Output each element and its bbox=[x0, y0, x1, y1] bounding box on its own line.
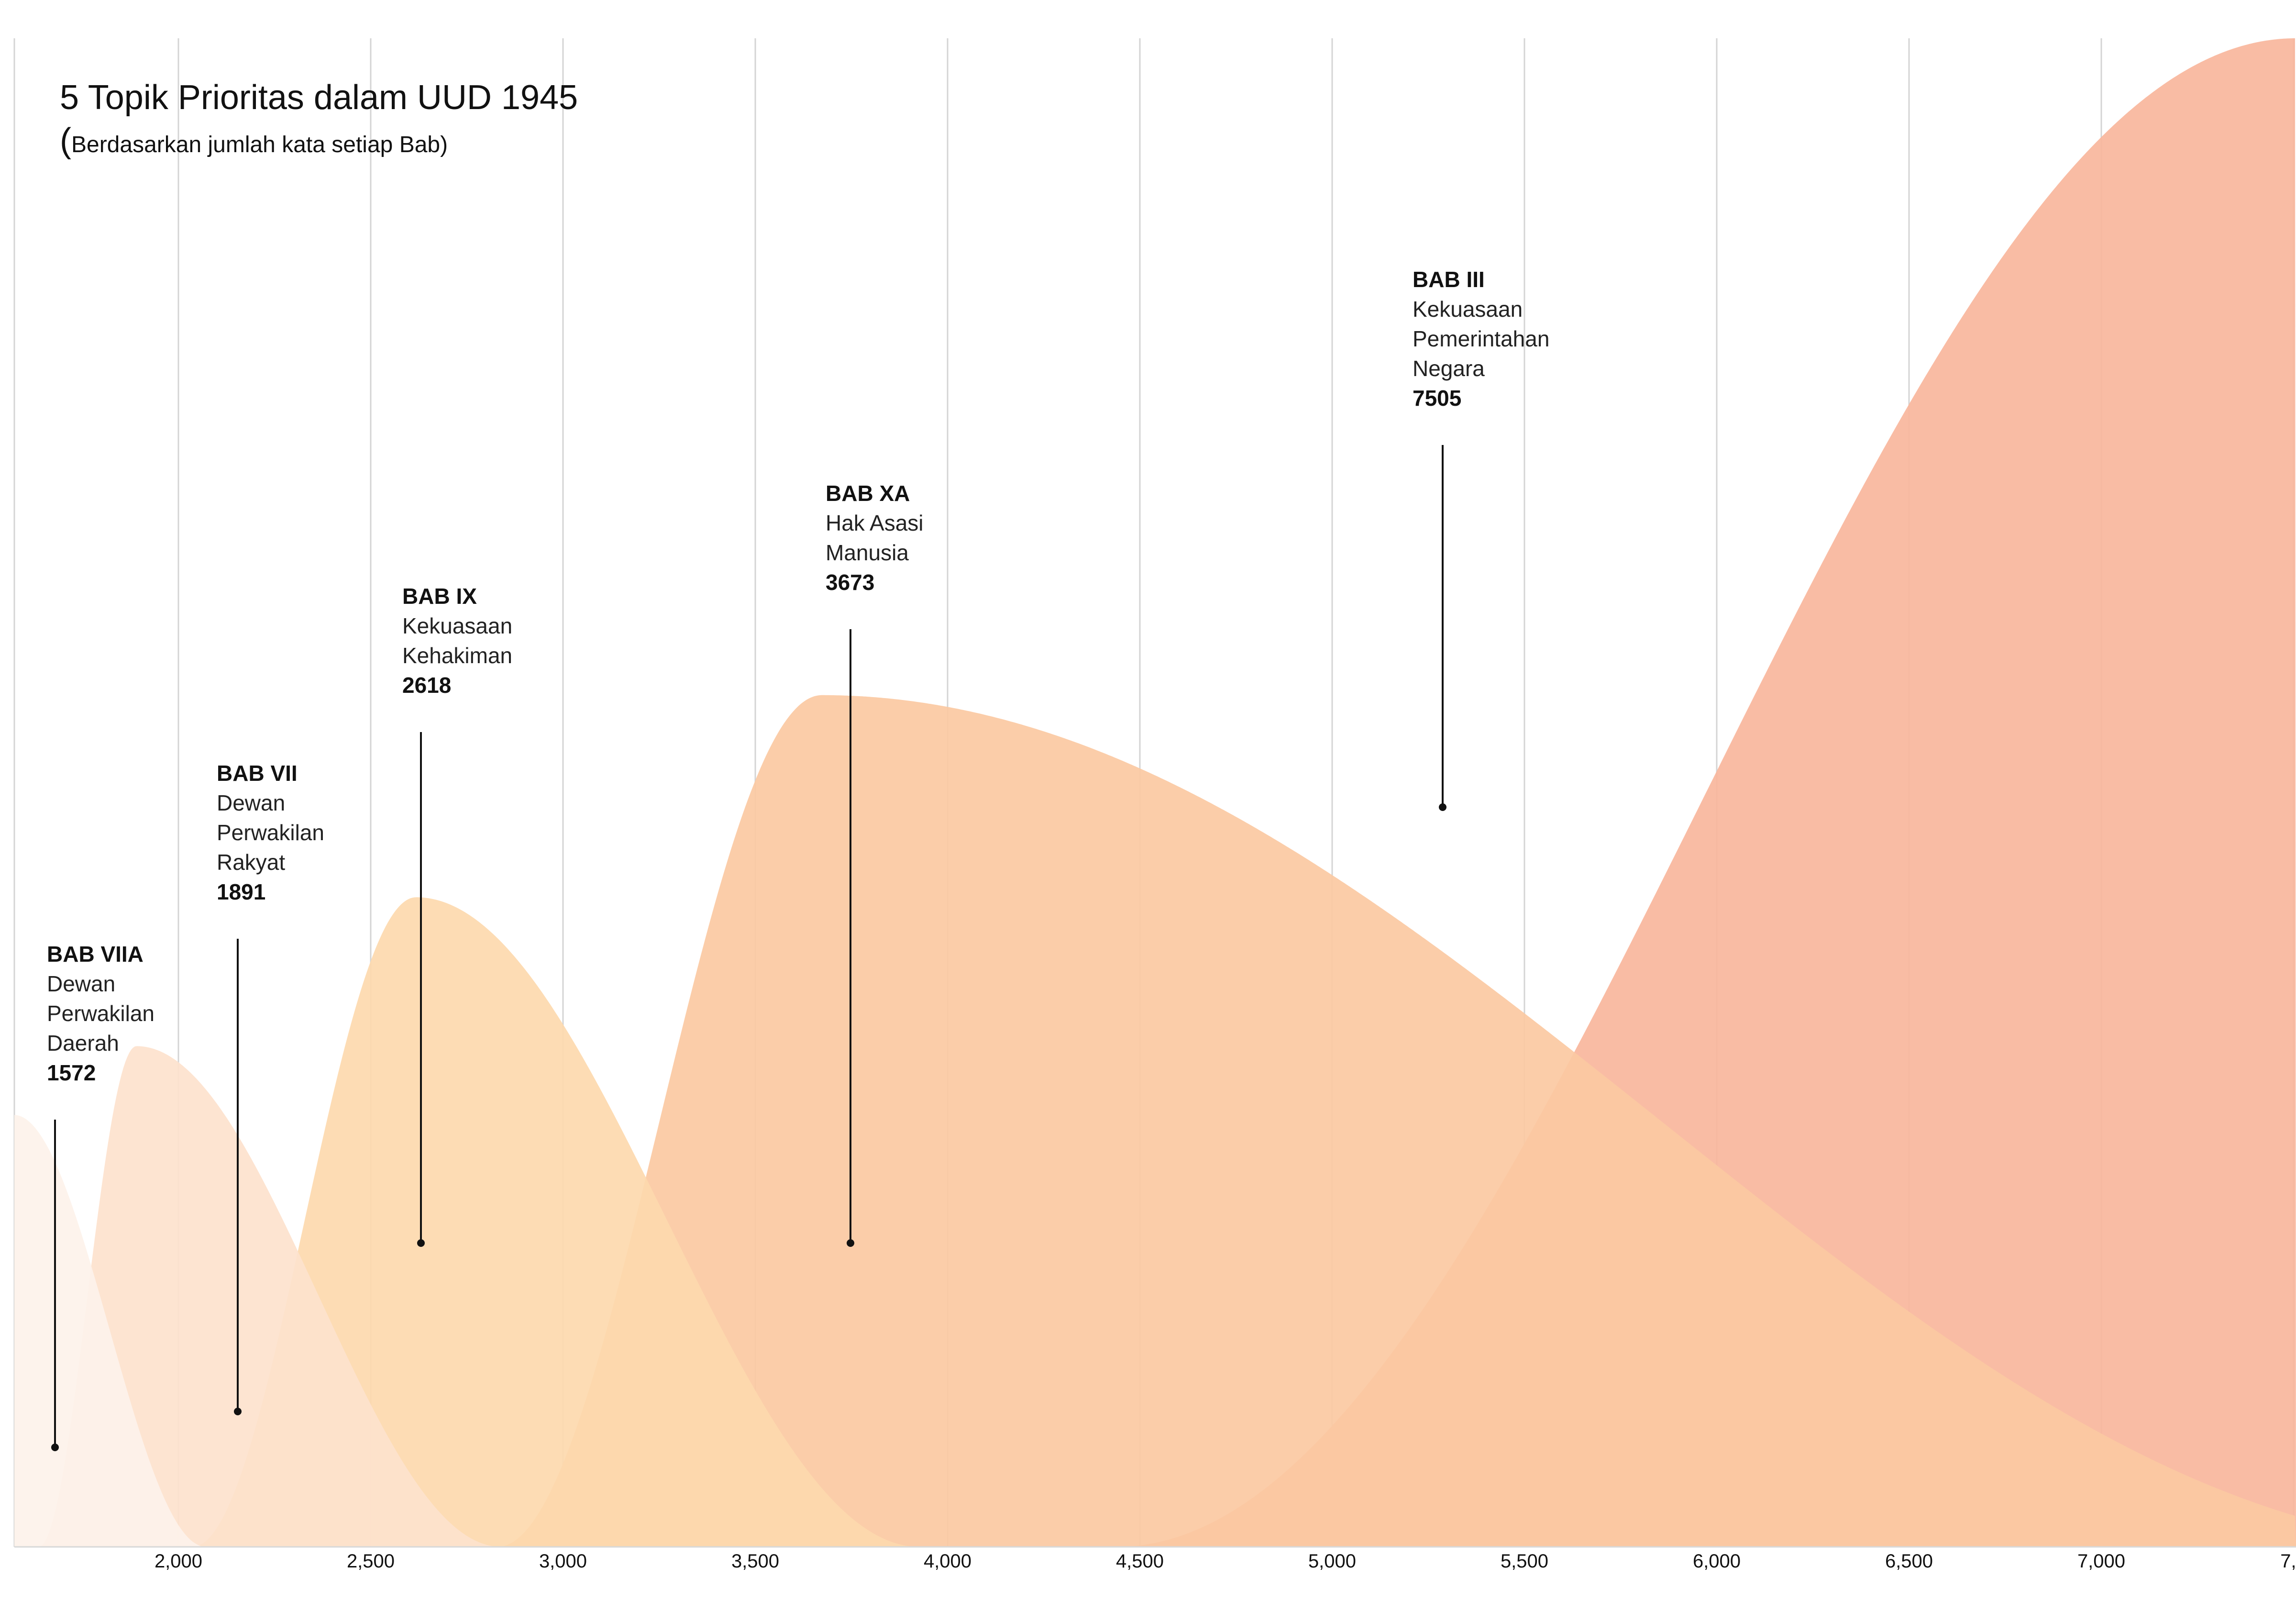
annotation-topic-line: Manusia bbox=[826, 540, 909, 565]
annotation-topic-line: Kekuasaan bbox=[1413, 297, 1523, 322]
leader-dot bbox=[847, 1239, 854, 1247]
area-bab-ix bbox=[14, 897, 2296, 1547]
x-tick-label: 4,500 bbox=[1116, 1551, 1164, 1572]
leader-dot bbox=[1439, 803, 1446, 811]
annotation-topic-line: Rakyat bbox=[217, 850, 285, 875]
chart-title: 5 Topik Prioritas dalam UUD 1945 bbox=[60, 78, 578, 117]
chart-subtitle-text: Berdasarkan jumlah kata setiap Bab bbox=[71, 132, 440, 157]
annotation-value: 1572 bbox=[47, 1060, 96, 1085]
area-bab-iii bbox=[14, 38, 2296, 1547]
annotation-topic-line: Kekuasaan bbox=[402, 613, 512, 638]
annotation-value: 2618 bbox=[402, 673, 451, 698]
annotation-topic-line: Hak Asasi bbox=[826, 511, 924, 535]
x-tick-label: 7,000 bbox=[2077, 1551, 2125, 1572]
area-bab-xa bbox=[14, 695, 2296, 1547]
x-tick-label: 5,000 bbox=[1308, 1551, 1356, 1572]
x-tick-label: 2,500 bbox=[347, 1551, 395, 1572]
chart-subtitle: (Berdasarkan jumlah kata setiap Bab) bbox=[60, 122, 448, 160]
annotation-topic-line: Daerah bbox=[47, 1031, 119, 1055]
annotation-topic-line: Dewan bbox=[47, 971, 115, 996]
annotation-value: 3673 bbox=[826, 570, 874, 595]
annotation-chapter: BAB VIIA bbox=[47, 942, 144, 967]
x-tick-label: 3,000 bbox=[539, 1551, 587, 1572]
annotation-chapter: BAB IX bbox=[402, 584, 477, 609]
x-tick-label: 4,000 bbox=[924, 1551, 971, 1572]
annotation-topic-line: Kehakiman bbox=[402, 643, 512, 668]
leader-dot bbox=[417, 1239, 425, 1247]
area-series bbox=[14, 38, 2296, 1547]
annotation-bab-vii: BAB VII Dewan Perwakilan Rakyat 1891 bbox=[217, 761, 324, 1415]
x-tick-label: 7,5 bbox=[2280, 1551, 2296, 1572]
x-axis-tick-labels: 2,000 2,500 3,000 3,500 4,000 4,500 5,000 5,500… bbox=[155, 1551, 2296, 1572]
annotation-topic-line: Pemerintahan bbox=[1413, 326, 1549, 351]
annotation-bab-ix: BAB IX Kekuasaan Kehakiman 2618 bbox=[402, 584, 512, 1247]
annotation-bab-viia: BAB VIIA Dewan Perwakilan Daerah 1572 bbox=[47, 942, 155, 1451]
x-tick-label: 6,500 bbox=[1885, 1551, 1933, 1572]
annotation-topic-line: Negara bbox=[1413, 356, 1485, 381]
x-tick-label: 5,500 bbox=[1501, 1551, 1548, 1572]
annotation-chapter: BAB VII bbox=[217, 761, 298, 786]
leader-dot bbox=[234, 1408, 242, 1415]
x-tick-label: 6,000 bbox=[1693, 1551, 1741, 1572]
annotation-bab-xa: BAB XA Hak Asasi Manusia 3673 bbox=[826, 481, 924, 1247]
leader-dot bbox=[51, 1444, 59, 1451]
annotation-bab-iii: BAB III Kekuasaan Pemerintahan Negara 7505 bbox=[1413, 267, 1549, 811]
annotation-topic-line: Dewan bbox=[217, 790, 285, 815]
area-bab-vii bbox=[14, 1046, 2296, 1547]
annotation-value: 7505 bbox=[1413, 386, 1461, 411]
annotation-value: 1891 bbox=[217, 879, 265, 904]
annotation-chapter: BAB III bbox=[1413, 267, 1485, 292]
x-tick-label: 3,500 bbox=[731, 1551, 779, 1572]
annotation-topic-line: Perwakilan bbox=[217, 820, 324, 845]
x-tick-label: 2,000 bbox=[155, 1551, 202, 1572]
annotation-topic-line: Perwakilan bbox=[47, 1001, 155, 1026]
annotation-chapter: BAB XA bbox=[826, 481, 910, 506]
